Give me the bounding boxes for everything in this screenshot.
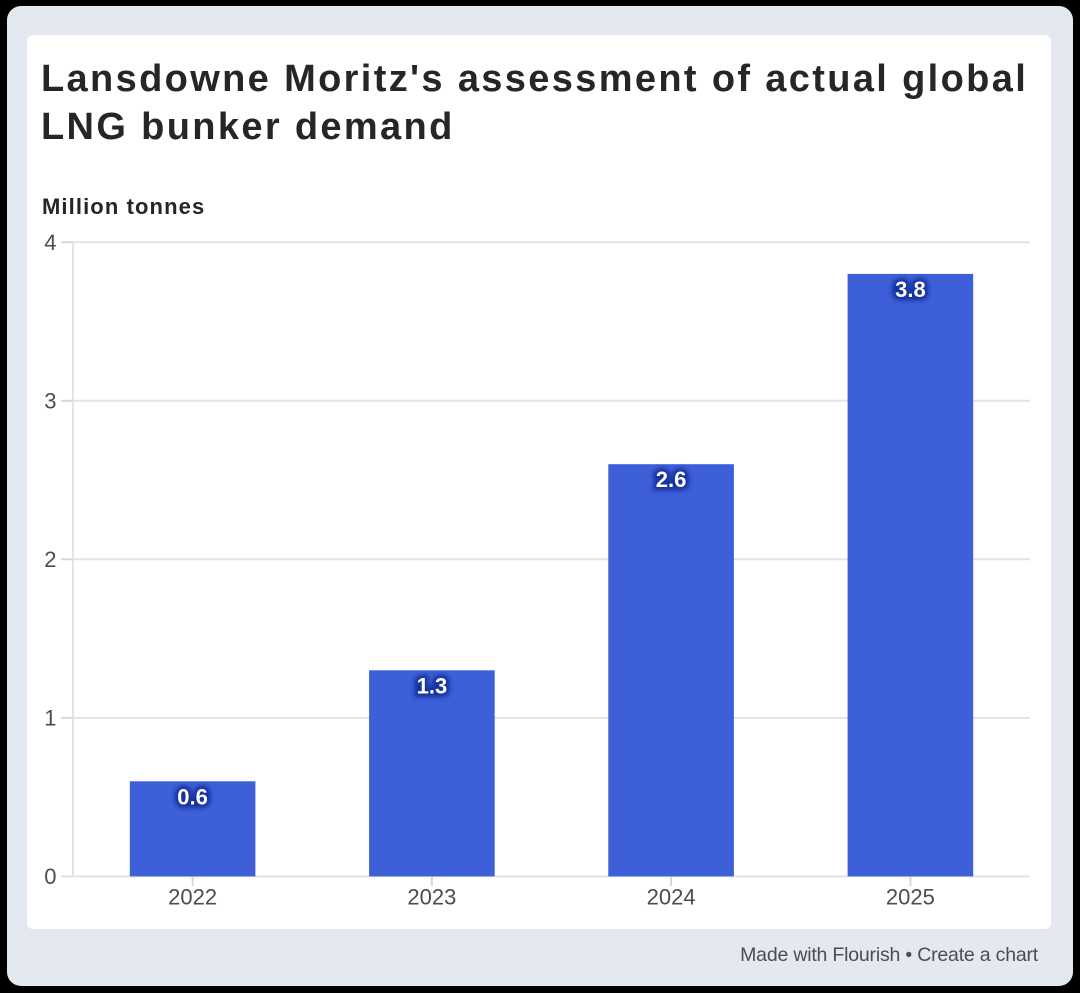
svg-text:2022: 2022	[168, 884, 217, 909]
svg-text:1.3: 1.3	[417, 673, 448, 698]
svg-text:0.6: 0.6	[177, 784, 208, 809]
svg-text:1.3: 1.3	[417, 673, 448, 698]
svg-text:3.8: 3.8	[895, 277, 926, 302]
svg-text:0: 0	[44, 864, 56, 889]
svg-text:2.6: 2.6	[656, 467, 687, 492]
svg-text:1: 1	[44, 706, 56, 731]
svg-text:2025: 2025	[886, 884, 935, 909]
svg-text:2: 2	[44, 547, 56, 572]
svg-text:3.8: 3.8	[895, 277, 926, 302]
svg-text:2024: 2024	[647, 884, 696, 909]
svg-text:2023: 2023	[407, 884, 456, 909]
svg-text:0.6: 0.6	[177, 784, 208, 809]
svg-text:2.6: 2.6	[656, 467, 687, 492]
svg-text:3: 3	[44, 389, 56, 414]
svg-text:4: 4	[44, 230, 56, 255]
